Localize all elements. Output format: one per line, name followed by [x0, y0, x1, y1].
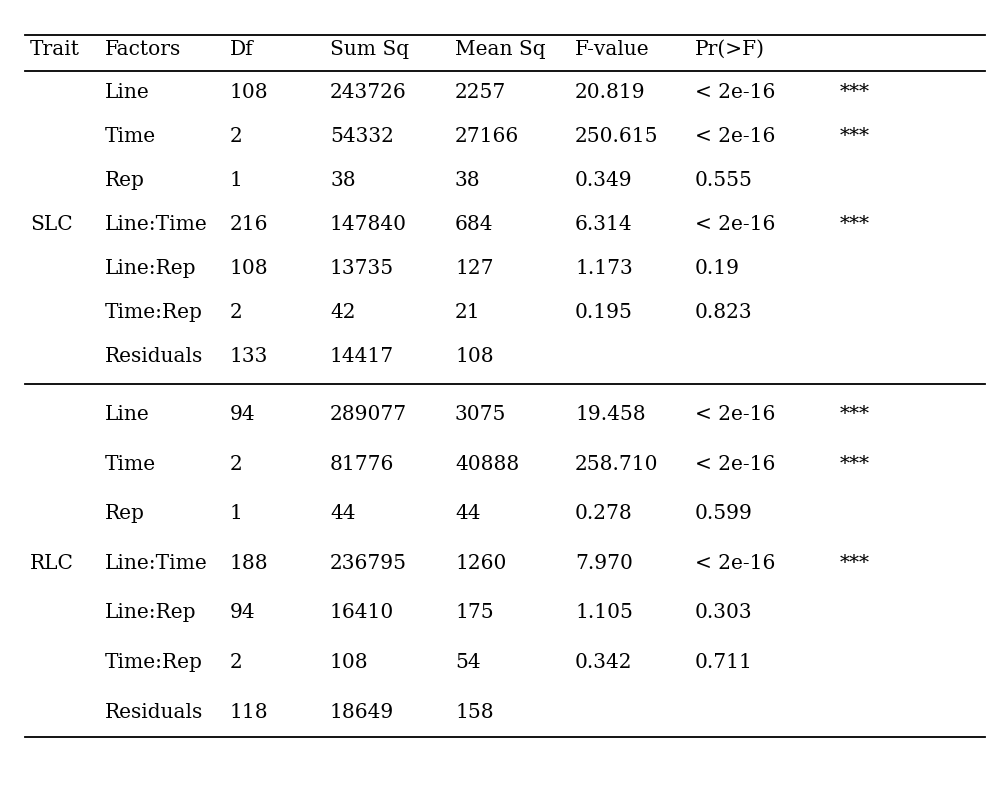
Text: 0.19: 0.19 — [695, 259, 740, 278]
Text: 108: 108 — [230, 259, 269, 278]
Text: Line: Line — [105, 405, 150, 424]
Text: 42: 42 — [330, 303, 356, 322]
Text: Mean Sq: Mean Sq — [455, 39, 546, 59]
Text: ***: *** — [840, 84, 870, 102]
Text: 0.195: 0.195 — [575, 303, 633, 322]
Text: Line:Rep: Line:Rep — [105, 259, 196, 278]
Text: 2: 2 — [230, 128, 243, 147]
Text: 250.615: 250.615 — [575, 128, 658, 147]
Text: 684: 684 — [455, 215, 494, 234]
Text: 3075: 3075 — [455, 405, 506, 424]
Text: Rep: Rep — [105, 171, 145, 190]
Text: 1.105: 1.105 — [575, 604, 633, 623]
Text: RLC: RLC — [30, 554, 74, 573]
Text: 54: 54 — [455, 653, 481, 672]
Text: Time: Time — [105, 455, 156, 474]
Text: 19.458: 19.458 — [575, 405, 646, 424]
Text: 21: 21 — [455, 303, 481, 322]
Text: ***: *** — [840, 455, 870, 474]
Text: 158: 158 — [455, 703, 494, 722]
Text: 14417: 14417 — [330, 347, 394, 366]
Text: Residuals: Residuals — [105, 703, 203, 722]
Text: Line: Line — [105, 84, 150, 102]
Text: 1.173: 1.173 — [575, 259, 633, 278]
Text: < 2e-16: < 2e-16 — [695, 455, 775, 474]
Text: 38: 38 — [330, 171, 356, 190]
Text: 175: 175 — [455, 604, 494, 623]
Text: 0.555: 0.555 — [695, 171, 753, 190]
Text: 2: 2 — [230, 455, 243, 474]
Text: 2257: 2257 — [455, 84, 506, 102]
Text: ***: *** — [840, 128, 870, 147]
Text: 81776: 81776 — [330, 455, 394, 474]
Text: < 2e-16: < 2e-16 — [695, 84, 775, 102]
Text: 0.342: 0.342 — [575, 653, 633, 672]
Text: Time: Time — [105, 128, 156, 147]
Text: 0.303: 0.303 — [695, 604, 753, 623]
Text: 16410: 16410 — [330, 604, 394, 623]
Text: Line:Time: Line:Time — [105, 554, 208, 573]
Text: 258.710: 258.710 — [575, 455, 658, 474]
Text: 127: 127 — [455, 259, 494, 278]
Text: Df: Df — [230, 39, 254, 59]
Text: 289077: 289077 — [330, 405, 407, 424]
Text: 188: 188 — [230, 554, 269, 573]
Text: 94: 94 — [230, 405, 256, 424]
Text: 54332: 54332 — [330, 128, 394, 147]
Text: Time:Rep: Time:Rep — [105, 653, 203, 672]
Text: SLC: SLC — [30, 215, 73, 234]
Text: Pr(>F): Pr(>F) — [695, 39, 765, 59]
Text: 147840: 147840 — [330, 215, 407, 234]
Text: ***: *** — [840, 554, 870, 573]
Text: Line:Time: Line:Time — [105, 215, 208, 234]
Text: 44: 44 — [455, 504, 480, 523]
Text: 6.314: 6.314 — [575, 215, 633, 234]
Text: 0.278: 0.278 — [575, 504, 633, 523]
Text: 133: 133 — [230, 347, 268, 366]
Text: < 2e-16: < 2e-16 — [695, 128, 775, 147]
Text: Time:Rep: Time:Rep — [105, 303, 203, 322]
Text: Residuals: Residuals — [105, 347, 203, 366]
Text: 38: 38 — [455, 171, 481, 190]
Text: Line:Rep: Line:Rep — [105, 604, 196, 623]
Text: Trait: Trait — [30, 39, 80, 59]
Text: F-value: F-value — [575, 39, 650, 59]
Text: 216: 216 — [230, 215, 268, 234]
Text: 243726: 243726 — [330, 84, 407, 102]
Text: Rep: Rep — [105, 504, 145, 523]
Text: ***: *** — [840, 405, 870, 424]
Text: 44: 44 — [330, 504, 356, 523]
Text: 108: 108 — [230, 84, 269, 102]
Text: < 2e-16: < 2e-16 — [695, 405, 775, 424]
Text: 0.349: 0.349 — [575, 171, 633, 190]
Text: 108: 108 — [330, 653, 369, 672]
Text: 1: 1 — [230, 504, 243, 523]
Text: ***: *** — [840, 215, 870, 234]
Text: 94: 94 — [230, 604, 256, 623]
Text: < 2e-16: < 2e-16 — [695, 215, 775, 234]
Text: 40888: 40888 — [455, 455, 519, 474]
Text: 27166: 27166 — [455, 128, 519, 147]
Text: 2: 2 — [230, 303, 243, 322]
Text: 0.823: 0.823 — [695, 303, 753, 322]
Text: 118: 118 — [230, 703, 269, 722]
Text: 1: 1 — [230, 171, 243, 190]
Text: 18649: 18649 — [330, 703, 394, 722]
Text: 108: 108 — [455, 347, 494, 366]
Text: < 2e-16: < 2e-16 — [695, 554, 775, 573]
Text: Sum Sq: Sum Sq — [330, 39, 409, 59]
Text: 2: 2 — [230, 653, 243, 672]
Text: 236795: 236795 — [330, 554, 407, 573]
Text: 13735: 13735 — [330, 259, 394, 278]
Text: 20.819: 20.819 — [575, 84, 646, 102]
Text: 0.711: 0.711 — [695, 653, 753, 672]
Text: 1260: 1260 — [455, 554, 506, 573]
Text: Factors: Factors — [105, 39, 181, 59]
Text: 7.970: 7.970 — [575, 554, 633, 573]
Text: 0.599: 0.599 — [695, 504, 753, 523]
